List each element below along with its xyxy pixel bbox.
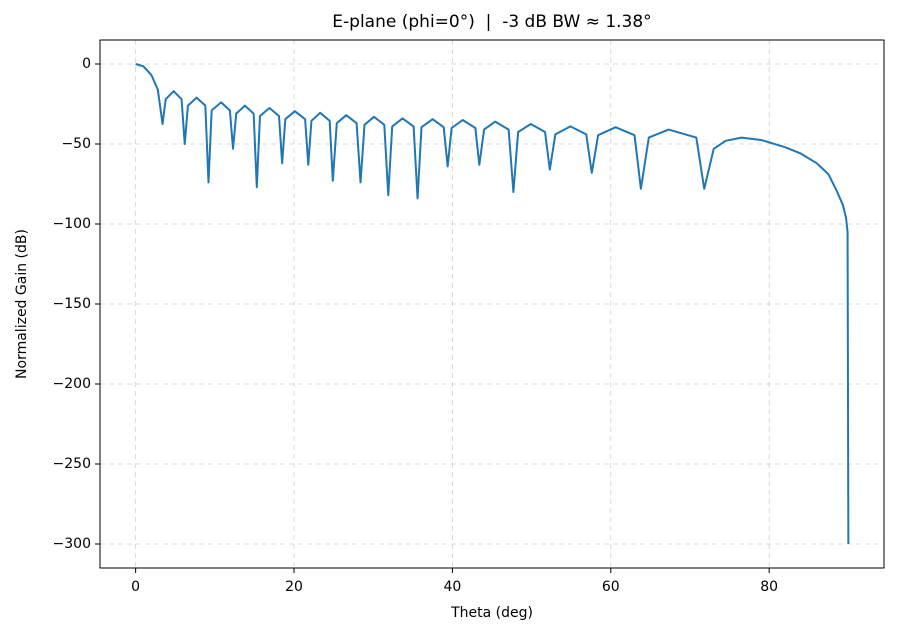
y-tick-label: −150 <box>53 296 91 312</box>
x-tick-label: 20 <box>285 579 303 595</box>
y-axis-label: Normalized Gain (dB) <box>14 229 30 379</box>
x-tick-label: 0 <box>131 579 140 595</box>
x-tick-label: 60 <box>602 579 620 595</box>
x-tick-label: 80 <box>760 579 778 595</box>
x-axis-label: Theta (deg) <box>450 605 533 621</box>
y-tick-label: −50 <box>61 136 91 152</box>
line-series <box>135 63 850 545</box>
y-tick-label: −100 <box>53 216 91 232</box>
plot-frame <box>99 39 885 569</box>
y-tick-label: 0 <box>82 56 91 72</box>
y-tick-label: −200 <box>53 376 91 392</box>
y-tick-label: −300 <box>53 536 91 552</box>
x-tick-label: 40 <box>443 579 461 595</box>
chart-title: E-plane (phi=0°) | -3 dB BW ≈ 1.38° <box>332 12 651 32</box>
y-tick-label: −250 <box>53 456 91 472</box>
